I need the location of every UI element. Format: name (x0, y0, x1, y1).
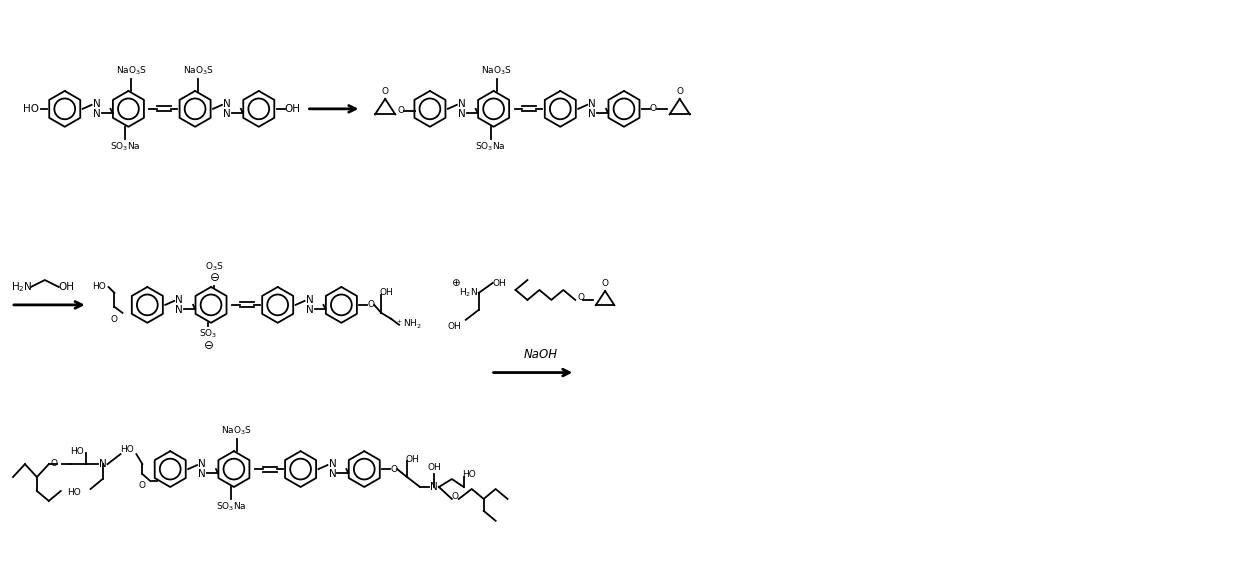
Text: SO$_3$: SO$_3$ (198, 328, 217, 340)
Text: O$_3$S: O$_3$S (205, 260, 223, 273)
Text: HO: HO (461, 470, 475, 479)
Text: HO: HO (69, 447, 83, 456)
Text: N: N (223, 99, 231, 109)
Text: NaOH: NaOH (523, 348, 558, 361)
Text: HO: HO (93, 282, 107, 291)
Text: OH: OH (405, 454, 419, 464)
Text: N: N (198, 469, 206, 479)
Text: O: O (112, 315, 118, 324)
Text: OH: OH (285, 104, 300, 114)
Text: O: O (676, 87, 683, 96)
Text: OH: OH (427, 463, 440, 472)
Text: N: N (458, 99, 466, 109)
Text: N: N (175, 295, 184, 305)
Text: OH: OH (492, 278, 506, 288)
Text: $^+$NH$_2$: $^+$NH$_2$ (396, 318, 422, 332)
Text: $\ominus$: $\ominus$ (208, 271, 219, 284)
Text: OH: OH (448, 322, 461, 331)
Text: NaO$_3$S: NaO$_3$S (481, 65, 512, 77)
Text: N: N (329, 469, 336, 479)
Text: N: N (588, 109, 596, 119)
Text: H$_2$N: H$_2$N (11, 280, 32, 294)
Text: O: O (367, 301, 374, 310)
Text: N: N (588, 99, 596, 109)
Text: HO: HO (67, 488, 81, 498)
Text: O: O (397, 106, 404, 115)
Text: O: O (139, 481, 146, 490)
Text: O: O (650, 104, 657, 113)
Text: SO$_3$Na: SO$_3$Na (110, 141, 141, 153)
Text: NaO$_3$S: NaO$_3$S (222, 424, 253, 438)
Text: N: N (198, 459, 206, 469)
Text: H$_2$N: H$_2$N (459, 287, 477, 299)
Text: N: N (223, 109, 231, 119)
Text: OH: OH (379, 289, 393, 298)
Text: SO$_3$Na: SO$_3$Na (475, 141, 506, 153)
Text: N: N (305, 295, 314, 305)
Text: O: O (382, 87, 388, 96)
Text: N: N (329, 459, 336, 469)
Text: N: N (175, 305, 184, 315)
Text: O: O (601, 279, 609, 288)
Text: $\oplus$: $\oplus$ (451, 277, 460, 289)
Text: O: O (51, 458, 58, 468)
Text: NaO$_3$S: NaO$_3$S (117, 65, 146, 77)
Text: N: N (458, 109, 466, 119)
Text: O: O (577, 293, 584, 302)
Text: NaO$_3$S: NaO$_3$S (182, 65, 213, 77)
Text: $\ominus$: $\ominus$ (202, 338, 213, 351)
Text: SO$_3$Na: SO$_3$Na (216, 501, 247, 513)
Text: N: N (99, 459, 107, 469)
Text: HO: HO (24, 104, 38, 114)
Text: OH: OH (58, 282, 74, 292)
Text: N: N (305, 305, 314, 315)
Text: HO: HO (120, 445, 134, 454)
Text: N: N (93, 109, 100, 119)
Text: N: N (430, 482, 438, 492)
Text: O: O (451, 492, 459, 501)
Text: N: N (93, 99, 100, 109)
Text: O: O (391, 465, 397, 474)
